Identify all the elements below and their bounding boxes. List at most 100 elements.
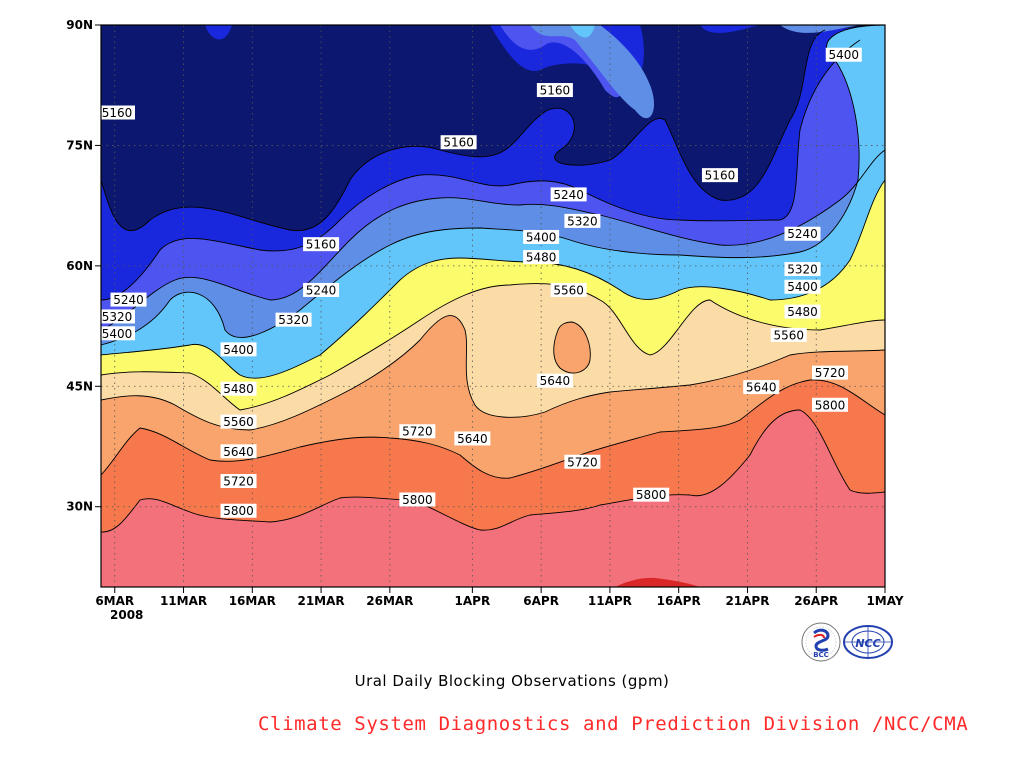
contour-label-bg	[99, 309, 135, 324]
contour-label: 5160	[440, 135, 477, 150]
contour-label: 5800	[399, 492, 436, 507]
contour-label-text: 5400	[102, 327, 133, 341]
contour-label-text: 5240	[787, 227, 818, 241]
contour-label: 5400	[784, 279, 821, 294]
contour-label-text: 5400	[787, 280, 818, 294]
contour-label-bg	[536, 83, 573, 98]
contour-label-bg	[784, 279, 821, 294]
y-tick-label: 45N	[66, 379, 93, 393]
y-axis: 30N 45N 60N 75N 90N	[66, 18, 101, 514]
contour-label: 5640	[220, 444, 257, 459]
contour-label: 5640	[536, 373, 573, 388]
contour-label-bg	[784, 304, 821, 319]
contour-label: 5800	[811, 397, 848, 412]
contour-label-bg	[220, 414, 257, 429]
contour-label-bg	[99, 105, 135, 120]
plot-frame	[100, 24, 886, 588]
contour-line	[553, 321, 591, 374]
chart-title: Ural Daily Blocking Observations (gpm)	[354, 672, 670, 690]
x-tick-label: 11APR	[588, 594, 632, 608]
contour-label-text: 5640	[540, 374, 571, 388]
x-tick-label: 26MAR	[366, 594, 413, 608]
contour-label-text: 5240	[553, 188, 584, 202]
contour-label-bg	[454, 431, 491, 446]
contour-label-text: 5480	[223, 382, 254, 396]
x-tick-label: 1MAY	[866, 594, 903, 608]
contour-label-bg	[220, 444, 257, 459]
contour-lines	[100, 24, 886, 533]
band-5800-5880	[101, 410, 885, 587]
contour-label-text: 5240	[113, 293, 144, 307]
contour-line	[100, 379, 886, 479]
contour-label: 5800	[633, 487, 670, 502]
band-5400-5480-upper	[570, 25, 595, 38]
x-tick-label: 1APR	[455, 594, 491, 608]
contour-label: 5400	[99, 326, 135, 341]
contour-label-text: 5400	[223, 343, 254, 357]
contour-label-bg	[523, 250, 560, 265]
contour-label-text: 5320	[567, 214, 598, 228]
contour-label-bg	[811, 365, 848, 380]
contour-label-bg	[743, 380, 780, 395]
contour-label-bg	[220, 474, 257, 489]
contour-label: 5720	[811, 365, 848, 380]
contour-label-bg	[701, 168, 738, 183]
contour-label: 5720	[399, 424, 436, 439]
x-axis: 6MAR 11MAR 16MAR 21MAR 26MAR 1APR 6APR 11APR 16A…	[95, 587, 904, 608]
contour-label-bg	[303, 237, 340, 252]
contour-label-text: 5800	[223, 504, 254, 518]
y-tick-label: 90N	[66, 18, 93, 32]
contour-label: 5160	[536, 83, 573, 98]
x-tick-label: 16APR	[657, 594, 701, 608]
band-5320-5400-upper	[530, 25, 860, 119]
contour-label-text: 5560	[773, 328, 804, 342]
x-tick-label: 11MAR	[160, 594, 207, 608]
contour-label-text: 5160	[443, 136, 474, 150]
contour-label: 5160	[303, 237, 340, 252]
contour-label-bg	[633, 487, 670, 502]
contour-label-text: 5720	[402, 425, 433, 439]
contour-label-text: 5800	[815, 398, 846, 412]
contour-label-bg	[303, 282, 340, 297]
contour-label: 5320	[784, 262, 821, 277]
contour-label-text: 5640	[457, 432, 488, 446]
contour-label: 5720	[564, 454, 601, 469]
y-tick-label: 30N	[66, 500, 93, 514]
contour-label: 5480	[784, 304, 821, 319]
contour-label-bg	[564, 213, 601, 228]
contour-label-text: 5160	[102, 106, 133, 120]
contour-label-bg	[550, 187, 587, 202]
contour-line	[100, 283, 886, 411]
contour-label-bg	[440, 135, 477, 150]
contour-line	[100, 149, 886, 331]
contour-label: 5320	[564, 213, 601, 228]
contour-label-text: 5560	[223, 415, 254, 429]
contour-label: 5400	[523, 229, 560, 244]
logos: BCC NCC	[800, 620, 895, 669]
contour-label: 5160	[99, 105, 135, 120]
contour-label-bg	[110, 292, 147, 307]
contour-label-bg	[825, 47, 862, 62]
contour-label: 5560	[770, 327, 807, 342]
ncc-logo: NCC	[843, 625, 893, 659]
contour-label-bg	[220, 503, 257, 518]
contour-label: 5560	[550, 282, 587, 297]
contour-label-bg	[770, 327, 807, 342]
contour-label-bg	[536, 373, 573, 388]
y-tick-label: 60N	[66, 259, 93, 273]
contour-label-bg	[275, 312, 312, 327]
contour-label: 5240	[303, 282, 340, 297]
contour-label: 5400	[220, 342, 257, 357]
band-5640-5720-island	[553, 322, 591, 374]
contour-label-bg	[784, 226, 821, 241]
contour-label-bg	[564, 454, 601, 469]
band-above-5880	[615, 577, 700, 587]
contour-label-bg	[220, 342, 257, 357]
contour-label-text: 5800	[402, 493, 433, 507]
y-tick-label: 75N	[66, 138, 93, 152]
contour-label-bg	[399, 424, 436, 439]
contour-label-text: 5800	[636, 488, 667, 502]
contour-label: 5160	[701, 168, 738, 183]
contour-label-text: 5160	[306, 238, 337, 252]
